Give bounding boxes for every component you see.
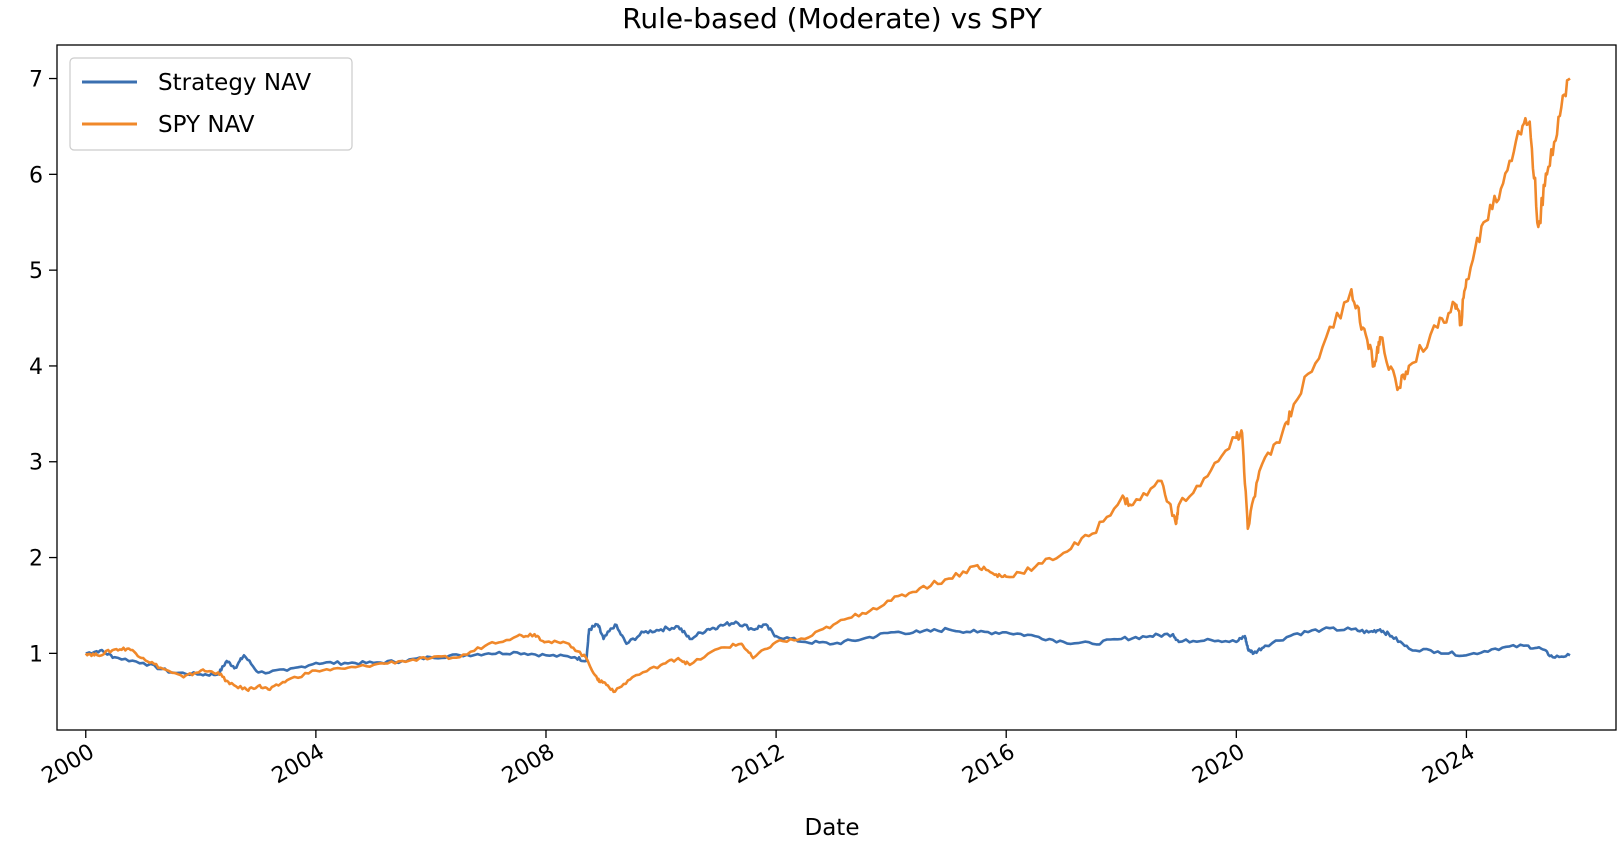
series-line-strategy-nav [85,620,1571,677]
x-tick-label: 2008 [498,740,559,790]
x-axis-label: Date [805,815,860,841]
series-line-spy-nav [84,77,1571,694]
y-axis: 1 2 3 4 5 6 7 [29,68,57,667]
chart-title: Rule-based (Moderate) vs SPY [622,2,1042,35]
x-tick-label: 2004 [268,740,329,790]
legend: Strategy NAV SPY NAV [69,57,353,151]
x-tick-label: 2024 [1418,740,1479,790]
y-tick-label: 3 [29,451,43,476]
legend-label-spy-nav: SPY NAV [158,112,255,138]
y-tick-label: 2 [29,547,43,572]
y-tick-label: 5 [29,259,43,284]
x-tick-label: 2000 [38,740,99,790]
x-tick-label: 2012 [728,740,789,790]
x-axis: 2000 2004 2008 2012 2016 2020 2024 [38,730,1479,790]
plot-area [56,44,1617,731]
legend-label-strategy-nav: Strategy NAV [158,70,311,96]
series-layer [84,77,1571,694]
x-tick-label: 2016 [958,740,1019,790]
y-tick-label: 6 [29,163,43,188]
y-tick-label: 7 [29,68,43,93]
y-tick-label: 4 [29,355,43,380]
x-tick-label: 2020 [1188,740,1249,790]
y-tick-label: 1 [29,642,43,667]
legend-frame [69,57,353,151]
